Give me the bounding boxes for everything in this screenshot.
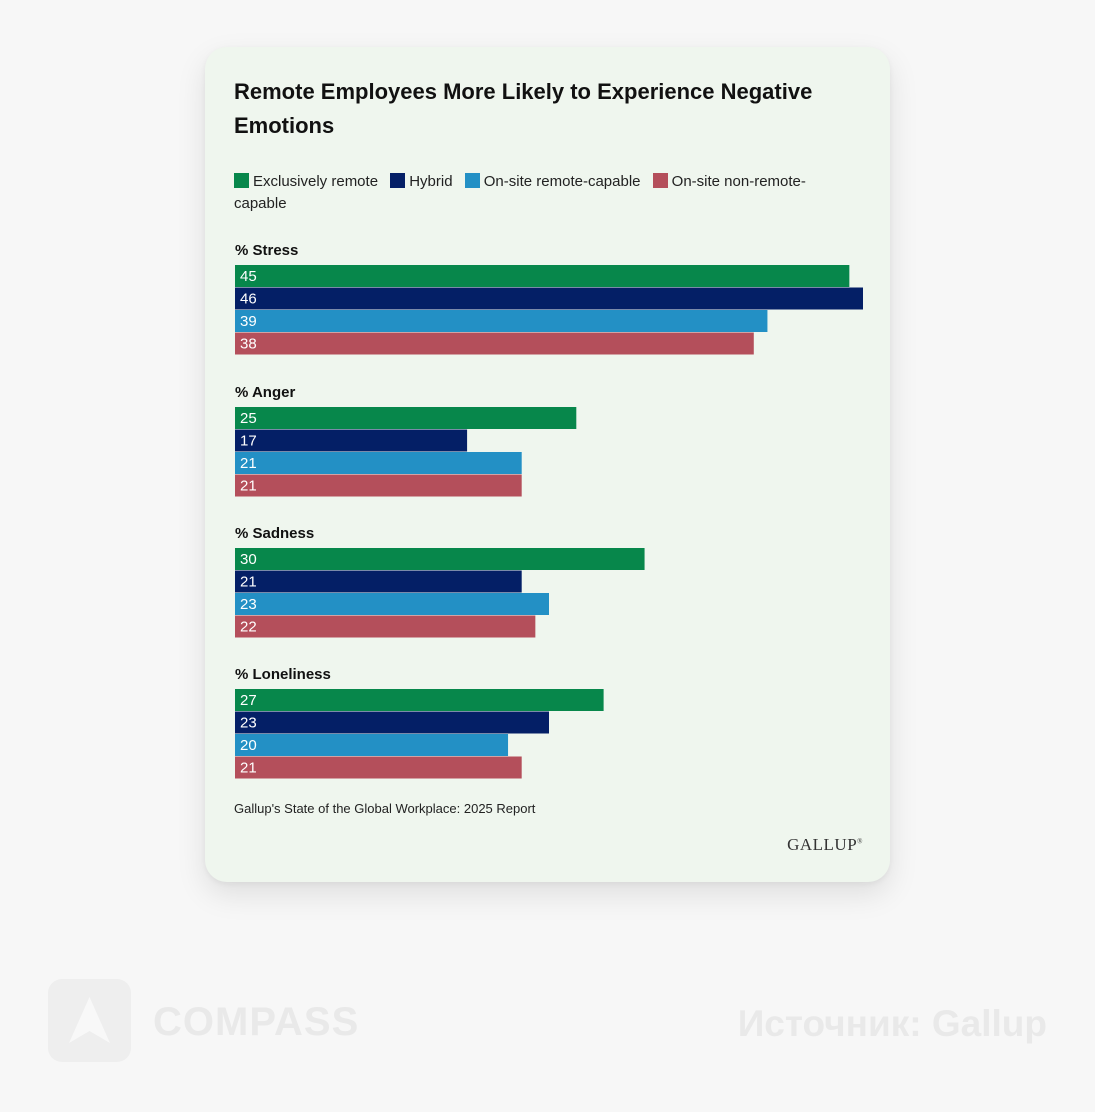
legend: Exclusively remote Hybrid On-site remote… <box>234 171 864 215</box>
bar-sadness-on-site-non-remote-capable <box>235 615 536 638</box>
data-label-anger-hybrid: 17 <box>240 433 257 450</box>
legend-label: Hybrid <box>409 173 453 190</box>
legend-item-exclusively-remote: Exclusively remote <box>234 173 378 190</box>
data-label-sadness-hybrid: 21 <box>240 574 257 591</box>
watermark-source: Источник: Gallup <box>737 1003 1047 1044</box>
data-label-anger-on-site-non-remote-capable: 21 <box>240 478 257 495</box>
data-label-loneliness-on-site-non-remote-capable: 21 <box>240 760 257 777</box>
group-label-anger: % Anger <box>235 384 295 401</box>
bar-loneliness-on-site-remote-capable <box>235 734 509 756</box>
data-label-sadness-exclusively-remote: 30 <box>240 551 257 568</box>
legend-label: On-site remote-capable <box>483 173 641 190</box>
bar-anger-hybrid <box>235 429 468 452</box>
bar-stress-exclusively-remote <box>235 265 850 287</box>
data-label-anger-on-site-remote-capable: 21 <box>240 455 257 472</box>
bar-anger-exclusively-remote <box>235 407 577 429</box>
data-label-loneliness-exclusively-remote: 27 <box>240 692 257 709</box>
bar-loneliness-hybrid <box>235 711 549 734</box>
legend-swatch <box>234 173 249 188</box>
data-label-loneliness-on-site-remote-capable: 20 <box>240 737 257 754</box>
data-label-loneliness-hybrid: 23 <box>240 715 257 732</box>
data-label-sadness-on-site-non-remote-capable: 22 <box>240 619 257 636</box>
legend-item-onsite-remote-capable: On-site remote-capable <box>464 173 641 190</box>
bar-loneliness-on-site-non-remote-capable <box>235 756 522 779</box>
legend-swatch <box>464 173 480 188</box>
legend-swatch <box>652 173 668 188</box>
bar-loneliness-exclusively-remote <box>235 689 604 711</box>
compass-arrow-icon <box>48 979 131 1062</box>
watermark-brand: COMPASS <box>153 1000 360 1044</box>
data-label-sadness-on-site-remote-capable: 23 <box>240 596 257 613</box>
bar-sadness-hybrid <box>235 570 522 593</box>
group-label-sadness: % Sadness <box>235 525 314 542</box>
data-label-stress-on-site-remote-capable: 39 <box>240 313 257 330</box>
bar-anger-on-site-non-remote-capable <box>235 474 522 497</box>
group-label-stress: % Stress <box>235 242 298 259</box>
legend-label: Exclusively remote <box>253 173 379 190</box>
bar-anger-on-site-remote-capable <box>235 452 522 474</box>
bar-stress-hybrid <box>235 287 863 310</box>
group-label-loneliness: % Loneliness <box>235 666 331 683</box>
chart-card: Remote Employees More Likely to Experien… <box>205 47 890 882</box>
bar-sadness-on-site-remote-capable <box>235 593 549 615</box>
bar-sadness-exclusively-remote <box>235 548 645 570</box>
bar-stress-on-site-remote-capable <box>235 310 768 332</box>
gallup-logo: GALLUP® <box>787 835 863 854</box>
data-label-stress-hybrid: 46 <box>240 291 257 308</box>
chart-title: Remote Employees More Likely to Experien… <box>234 79 813 138</box>
data-label-stress-on-site-non-remote-capable: 38 <box>240 336 257 353</box>
gallup-logo-text: GALLUP <box>787 835 858 854</box>
bar-stress-on-site-non-remote-capable <box>235 332 754 355</box>
legend-item-hybrid: Hybrid <box>390 173 453 190</box>
legend-label: On-site non-remote-capable <box>234 173 806 212</box>
legend-swatch <box>390 173 406 188</box>
data-label-anger-exclusively-remote: 25 <box>240 410 257 427</box>
legend-item-onsite-non-remote-capable: On-site non-remote-capable <box>234 173 806 212</box>
source-note: Gallup's State of the Global Workplace: … <box>234 801 536 816</box>
data-label-stress-exclusively-remote: 45 <box>240 268 257 285</box>
bar-chart: % Stress 45 46 39 38 % Anger 25 17 21 21 % Sadness… <box>235 242 863 779</box>
